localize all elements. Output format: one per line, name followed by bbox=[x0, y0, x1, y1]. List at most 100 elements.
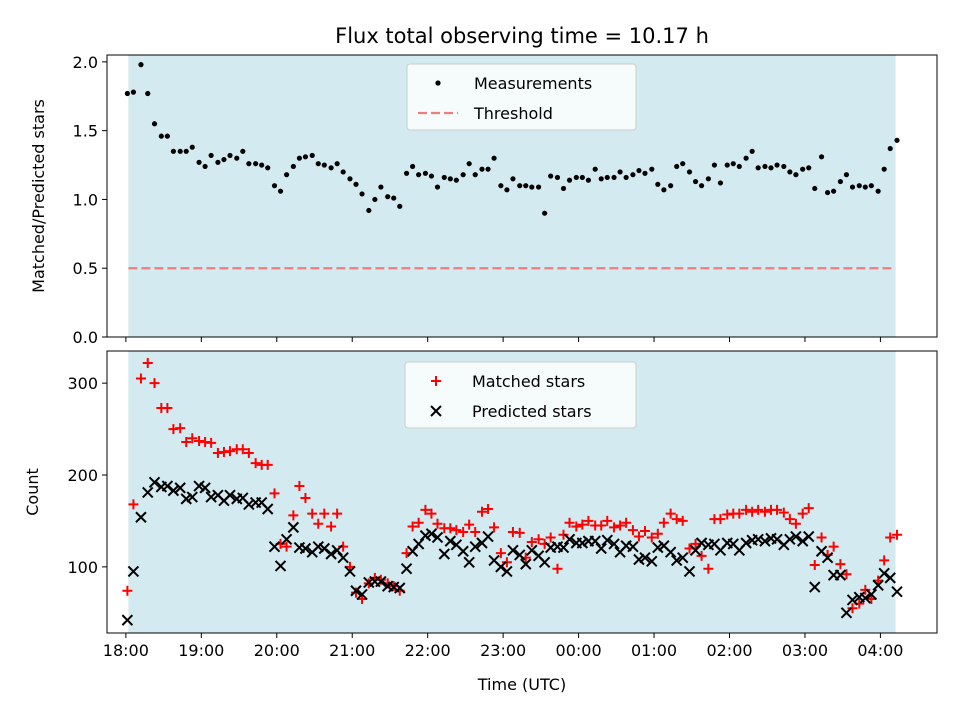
matched-star-point bbox=[784, 514, 795, 525]
legend-label: Measurements bbox=[474, 74, 592, 93]
predicted-star-point bbox=[677, 551, 689, 564]
x-tick-label: 18:00 bbox=[103, 641, 149, 660]
measurement-point bbox=[466, 161, 472, 167]
matched-star-point bbox=[621, 517, 632, 528]
measurement-point bbox=[138, 62, 144, 68]
measurement-point bbox=[566, 177, 573, 183]
measurement-point bbox=[202, 163, 208, 170]
measurement-point bbox=[875, 188, 881, 194]
measurement-point bbox=[328, 165, 334, 171]
y-tick-label: 100 bbox=[67, 558, 98, 577]
matched-star-point bbox=[809, 560, 820, 571]
measurement-point bbox=[409, 163, 416, 170]
measurement-point bbox=[447, 176, 453, 182]
measurement-point bbox=[579, 174, 585, 181]
measurement-point bbox=[868, 183, 874, 189]
predicted-star-point bbox=[627, 540, 639, 553]
measurement-point bbox=[309, 152, 315, 159]
measurement-point bbox=[428, 173, 435, 179]
predicted-star-point bbox=[268, 540, 281, 553]
measurement-point bbox=[321, 162, 327, 168]
y-axis-label-count: Count bbox=[23, 468, 42, 516]
legend-count: Matched stars Predicted stars bbox=[404, 361, 637, 429]
matched-star-point bbox=[828, 541, 839, 552]
measurement-point bbox=[277, 188, 284, 194]
predicted-star-point bbox=[425, 528, 438, 540]
predicted-star-point bbox=[457, 545, 469, 557]
predicted-star-point bbox=[872, 579, 884, 591]
predicted-star-point bbox=[174, 482, 186, 494]
predicted-star-point bbox=[243, 498, 255, 511]
matched-star-point bbox=[790, 518, 801, 529]
measurement-point bbox=[523, 183, 529, 189]
measurement-point bbox=[416, 172, 422, 178]
predicted-star-point bbox=[840, 607, 853, 619]
legend-box bbox=[406, 63, 637, 131]
measurement-point bbox=[724, 162, 730, 168]
matched-star-point bbox=[181, 436, 192, 447]
legend-handle bbox=[431, 376, 441, 386]
matched-star-point bbox=[778, 507, 789, 518]
measurement-point bbox=[711, 162, 718, 168]
legend-ratio: Measurements Threshold bbox=[406, 63, 637, 131]
matched-star-point bbox=[652, 528, 663, 539]
predicted-star-point bbox=[759, 535, 771, 547]
legend-handle bbox=[430, 405, 442, 417]
measurement-point bbox=[661, 187, 667, 193]
predicted-star-point bbox=[538, 556, 551, 568]
x-tick-label: 20:00 bbox=[254, 641, 300, 660]
measurement-point bbox=[668, 183, 674, 189]
measurement-point bbox=[234, 155, 240, 161]
matched-star-point bbox=[477, 506, 488, 517]
measurement-point bbox=[642, 170, 648, 176]
matched-star-point bbox=[407, 521, 418, 532]
matched-star-point bbox=[564, 517, 575, 528]
matched-star-point bbox=[892, 529, 903, 540]
matched-star-point bbox=[658, 517, 669, 528]
predicted-star-point bbox=[224, 489, 236, 501]
predicted-star-point bbox=[796, 535, 809, 547]
predicted-star-point bbox=[859, 592, 872, 604]
measurement-point bbox=[818, 154, 825, 160]
measurement-point bbox=[453, 177, 459, 183]
measurement-point bbox=[774, 162, 780, 168]
y-tick-label: 1.0 bbox=[73, 190, 98, 209]
matched-star-point bbox=[464, 519, 475, 530]
measurement-point bbox=[585, 177, 592, 183]
measurement-point bbox=[517, 183, 523, 189]
predicted-star-point bbox=[469, 540, 481, 553]
measurement-point bbox=[504, 187, 510, 193]
matched-star-point bbox=[483, 503, 494, 514]
measurement-point bbox=[302, 154, 309, 160]
legend-label: Predicted stars bbox=[472, 402, 592, 421]
y-tick-label: 300 bbox=[67, 374, 98, 393]
matched-star-point bbox=[639, 526, 650, 537]
predicted-star-point bbox=[809, 581, 821, 593]
matched-star-point bbox=[552, 563, 563, 574]
measurement-point bbox=[498, 183, 504, 189]
measurement-point bbox=[130, 89, 137, 95]
matched-star-point bbox=[602, 515, 613, 526]
measurement-point bbox=[385, 194, 391, 200]
measurement-point bbox=[542, 210, 548, 216]
measurement-point bbox=[359, 191, 365, 197]
matched-star-point bbox=[696, 550, 707, 561]
x-axis-ticks: 18:00 19:00 20:00 21:00 22:00 23:00 00:00 01:00… bbox=[103, 633, 903, 660]
measurement-point bbox=[560, 185, 567, 192]
measurement-point bbox=[831, 188, 837, 194]
matched-star-point bbox=[224, 446, 235, 457]
matched-star-point bbox=[426, 508, 437, 519]
predicted-star-point bbox=[891, 585, 903, 598]
matched-star-point bbox=[175, 423, 186, 434]
predicted-star-point bbox=[495, 561, 507, 573]
matched-star-point bbox=[690, 538, 701, 549]
predicted-star-point bbox=[199, 482, 211, 494]
matched-star-point bbox=[797, 508, 808, 519]
matched-star-point bbox=[501, 557, 512, 568]
x-axis-label: Time (UTC) bbox=[477, 675, 566, 694]
measurement-point bbox=[623, 174, 629, 181]
measurement-point bbox=[265, 165, 271, 171]
x-tick-label: 04:00 bbox=[857, 641, 903, 660]
predicted-star-point bbox=[438, 548, 450, 560]
matched-star-point bbox=[300, 492, 311, 503]
